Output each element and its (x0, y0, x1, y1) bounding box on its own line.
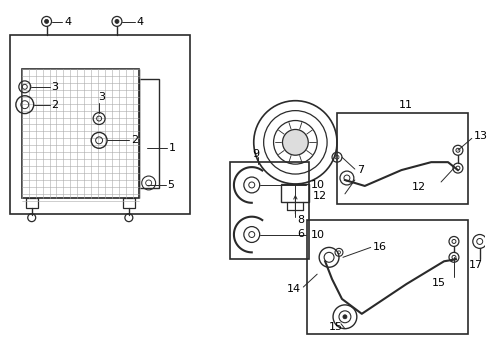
Bar (10, 35, 190, 214)
Text: 10: 10 (310, 180, 325, 190)
Bar (26, 198, 38, 208)
Text: 14: 14 (286, 284, 301, 294)
Text: 1: 1 (168, 143, 175, 153)
Bar (281, 184, 308, 202)
Text: 4: 4 (137, 17, 143, 27)
Circle shape (44, 19, 48, 23)
Bar (139, 79, 158, 188)
Circle shape (282, 130, 307, 155)
Text: 11: 11 (398, 100, 411, 110)
Bar (306, 220, 467, 334)
Text: 10: 10 (310, 230, 325, 239)
Text: 7: 7 (356, 165, 363, 175)
Text: 2: 2 (51, 100, 59, 110)
Text: 9: 9 (251, 149, 258, 159)
Bar (22, 69, 139, 198)
Text: 3: 3 (99, 92, 105, 102)
Bar (122, 198, 135, 208)
Text: 15: 15 (431, 278, 445, 288)
Text: 12: 12 (312, 191, 326, 201)
Text: 13: 13 (473, 131, 487, 141)
Text: 15: 15 (328, 322, 343, 332)
Text: 5: 5 (167, 180, 174, 190)
Text: 3: 3 (51, 82, 59, 92)
Text: 4: 4 (64, 17, 71, 27)
Text: 17: 17 (468, 260, 482, 270)
Text: 2: 2 (131, 135, 138, 145)
Text: 16: 16 (372, 242, 386, 252)
Bar (229, 162, 308, 259)
Bar (336, 113, 467, 204)
Text: 6: 6 (297, 229, 304, 239)
Circle shape (342, 315, 346, 319)
Circle shape (115, 19, 119, 23)
Text: 8: 8 (297, 215, 304, 225)
Text: 12: 12 (411, 182, 426, 192)
